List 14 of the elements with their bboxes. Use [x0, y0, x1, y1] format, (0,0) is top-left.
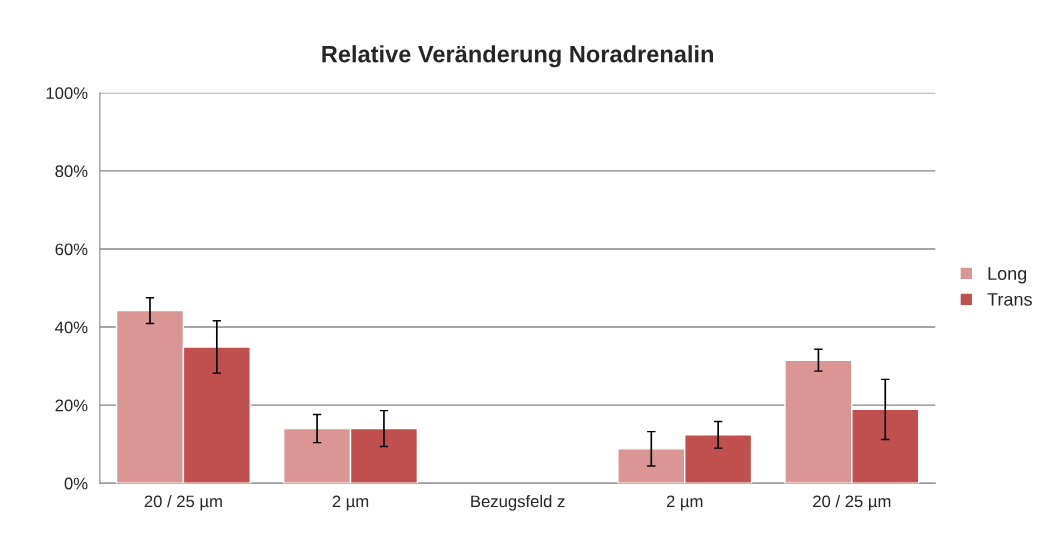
legend-label: Trans: [987, 293, 1032, 306]
chart-title: Relative Veränderung Noradrenalin: [322, 45, 713, 68]
y-tick-label: 20%: [55, 399, 88, 412]
y-tick-label: 60%: [55, 243, 88, 256]
x-tick-label: 20 / 25 µm: [813, 495, 891, 511]
x-tick-label: 2 µm: [332, 495, 369, 511]
y-tick-label: 100%: [46, 87, 88, 100]
x-tick-label: 20 / 25 µm: [144, 495, 222, 511]
y-tick-label: 80%: [55, 165, 88, 178]
legend-label: Long: [988, 267, 1027, 284]
y-tick-label: 40%: [55, 321, 88, 334]
x-tick-label: 2 µm: [666, 495, 703, 511]
x-tick-label: Bezugsfeld z: [471, 495, 565, 511]
y-tick-label: 0%: [64, 477, 88, 490]
